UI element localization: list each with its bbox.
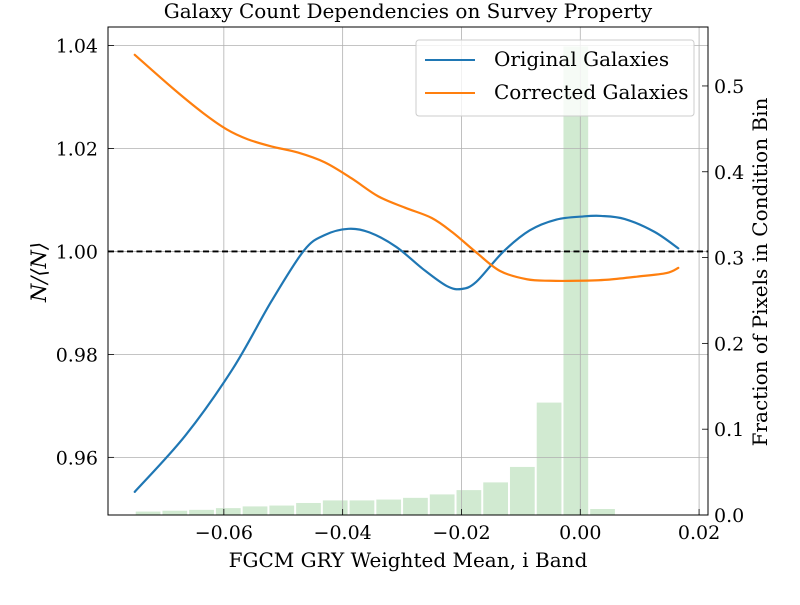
x-tick-label: −0.06 xyxy=(195,522,253,544)
histogram-bar xyxy=(350,500,375,515)
y2-tick-label: 0.2 xyxy=(714,333,744,355)
y-axis-label: N/⟨N⟩ xyxy=(27,242,51,303)
histogram-bar xyxy=(590,509,615,515)
x-tick-label: 0.00 xyxy=(559,522,601,544)
histogram-bar xyxy=(269,506,294,515)
histogram-bar xyxy=(162,511,187,515)
y2-tick-label: 0.0 xyxy=(714,505,744,527)
y-tick-label: 1.02 xyxy=(56,138,98,160)
x-tick-label: −0.02 xyxy=(432,522,490,544)
chart-title: Galaxy Count Dependencies on Survey Prop… xyxy=(164,0,653,23)
histogram-bar xyxy=(376,500,401,515)
histogram-bar xyxy=(430,494,455,515)
histogram-bar xyxy=(216,508,241,515)
y-tick-label: 0.96 xyxy=(56,447,98,469)
histogram-bar xyxy=(243,506,268,515)
legend: Original Galaxies Corrected Galaxies xyxy=(416,40,694,116)
histogram-bar xyxy=(323,500,348,515)
x-axis-label: FGCM GRY Weighted Mean, i Band xyxy=(229,548,588,572)
histogram-bar xyxy=(189,510,214,515)
histogram-bar xyxy=(403,498,428,515)
histogram-bar xyxy=(296,503,321,515)
legend-label-original-galaxies: Original Galaxies xyxy=(494,47,669,71)
x-tick-label: −0.04 xyxy=(314,522,372,544)
histogram-bar xyxy=(510,467,535,515)
y-tick-label: 0.98 xyxy=(56,344,98,366)
y2-tick-label: 0.3 xyxy=(714,248,744,270)
y2-tick-label: 0.4 xyxy=(714,162,744,184)
y2-tick-label: 0.5 xyxy=(714,76,744,98)
legend-label-corrected-galaxies: Corrected Galaxies xyxy=(494,80,689,104)
y-tick-label: 1.04 xyxy=(56,36,98,58)
histogram-bar xyxy=(136,512,161,515)
y2-tick-label: 0.1 xyxy=(714,419,744,441)
y2-axis-label: Fraction of Pixels in Condition Bin xyxy=(748,97,772,446)
histogram-bar xyxy=(537,403,562,515)
y-tick-label: 1.00 xyxy=(56,241,98,263)
histogram-bar xyxy=(483,482,508,515)
histogram-bar xyxy=(457,490,482,515)
